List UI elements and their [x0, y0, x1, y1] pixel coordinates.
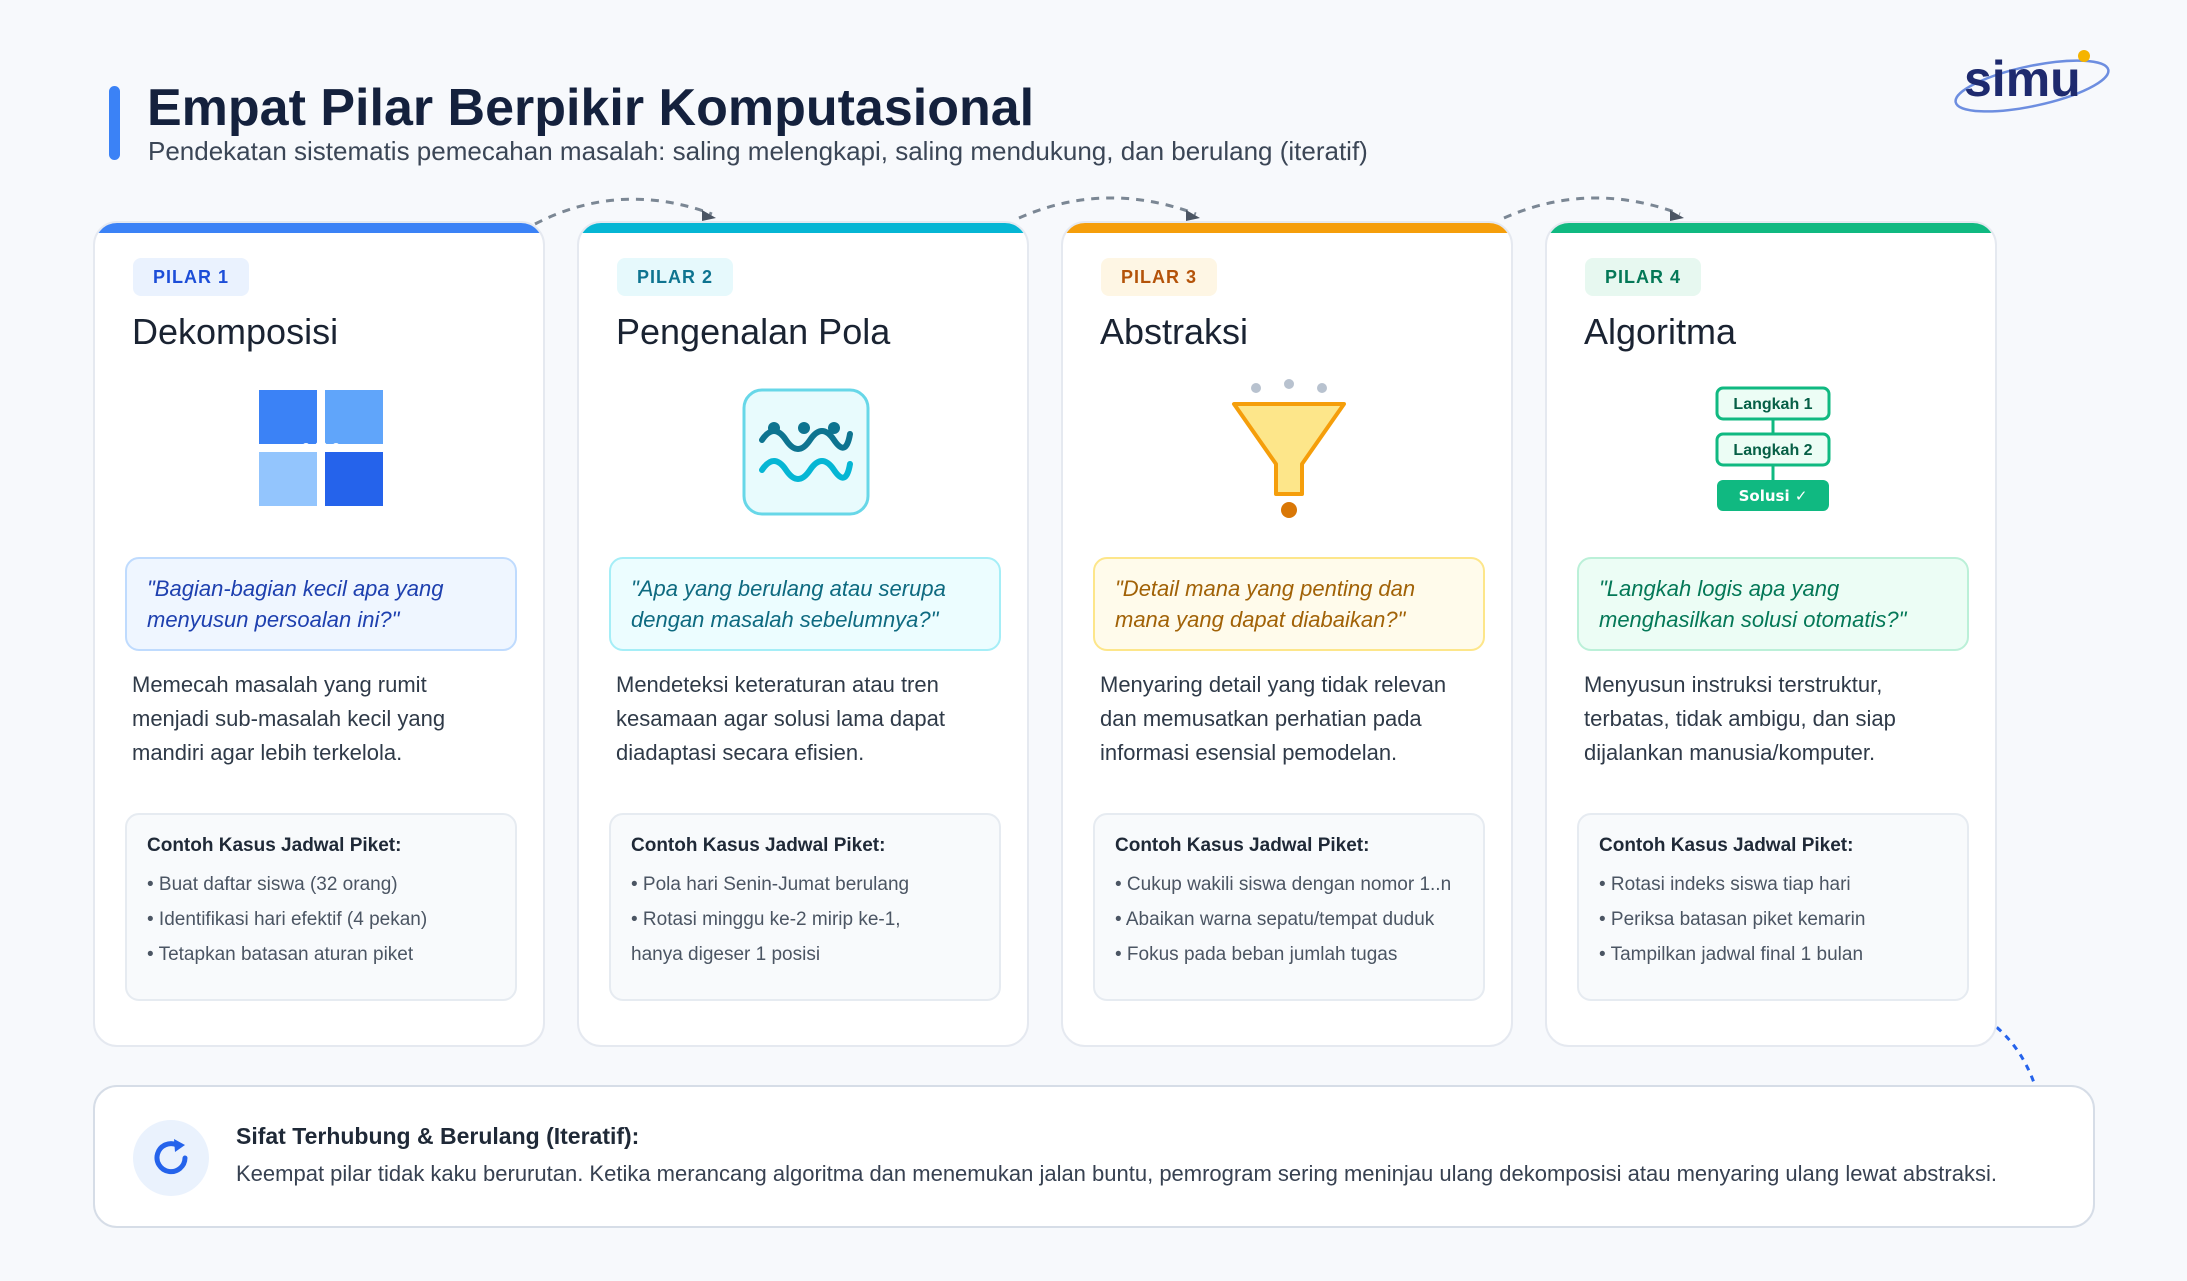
pillar-description: Menyusun instruksi terstruktur, terbatas… [1584, 672, 1896, 765]
example-item: • Pola hari Senin-Jumat berulang [631, 874, 910, 895]
example-title: Contoh Kasus Jadwal Piket: [1115, 835, 1370, 856]
example-item: • Buat daftar siswa (32 orang) [147, 874, 398, 895]
iterative-note-title: Sifat Terhubung & Berulang (Iteratif): [236, 1123, 640, 1149]
iterative-note-text: Keempat pilar tidak kaku berurutan. Keti… [236, 1161, 1997, 1186]
pillar-description: Menyaring detail yang tidak relevan dan … [1100, 672, 1447, 765]
example-item: • Identifikasi hari efektif (4 pekan) [147, 909, 428, 930]
pillar-title: Abstraksi [1100, 311, 1249, 352]
pillar-tag: PILAR 1 [133, 258, 250, 296]
example-box: Contoh Kasus Jadwal Piket: • Rotasi inde… [1577, 813, 1969, 1001]
pillar-title: Dekomposisi [132, 311, 339, 352]
pillar-question: "Apa yang berulang atau serupa dengan ma… [609, 557, 1001, 651]
pillar-tag: PILAR 3 [1101, 258, 1218, 296]
pillar-title: Pengenalan Pola [616, 311, 891, 352]
example-box: Contoh Kasus Jadwal Piket: • Pola hari S… [609, 813, 1001, 1001]
cycle-icon [133, 1120, 209, 1196]
step-label: Langkah 2 [1733, 442, 1812, 459]
pillar-card-pattern-recognition: PILAR 2 Pengenalan Pola "Apa yang berula… [577, 221, 1029, 1047]
pillar-title: Algoritma [1584, 311, 1737, 352]
example-box: Contoh Kasus Jadwal Piket: • Cukup wakil… [1093, 813, 1485, 1001]
example-item: • Tampilkan jadwal final 1 bulan [1599, 944, 1864, 965]
pillar-question: "Langkah logis apa yang menghasilkan sol… [1577, 557, 1969, 651]
card-accent-bar [1063, 223, 1511, 233]
connector-2-3 [1018, 196, 1197, 220]
step-label: Langkah 1 [1733, 396, 1812, 413]
page-subtitle: Pendekatan sistematis pemecahan masalah:… [148, 136, 1368, 166]
pillar-description: Mendeteksi keteraturan atau tren kesamaa… [616, 672, 945, 765]
example-item: • Rotasi minggu ke-2 mirip ke-1, [631, 909, 901, 930]
example-title: Contoh Kasus Jadwal Piket: [631, 835, 886, 856]
title-accent-bar [109, 86, 120, 160]
example-item: • Cukup wakili siswa dengan nomor 1..n [1115, 874, 1452, 895]
iterative-note-panel: Sifat Terhubung & Berulang (Iteratif): K… [93, 1085, 2095, 1228]
pillar-description: Memecah masalah yang rumit menjadi sub-m… [132, 672, 446, 765]
pillar-question: "Detail mana yang penting dan mana yang … [1093, 557, 1485, 651]
example-item: hanya digeser 1 posisi [631, 944, 821, 965]
funnel-icon [1214, 378, 1364, 528]
steps-flow-icon: Langkah 1 Langkah 2 Solusi ✓ [1698, 378, 1848, 528]
connector-3-4 [1503, 196, 1681, 220]
example-item: • Rotasi indeks siswa tiap hari [1599, 874, 1851, 895]
card-accent-bar [579, 223, 1027, 233]
pillar-card-abstraction: PILAR 3 Abstraksi "Detail mana yang pent… [1061, 221, 1513, 1047]
example-title: Contoh Kasus Jadwal Piket: [1599, 835, 1854, 856]
example-item: • Tetapkan batasan aturan piket [147, 944, 414, 965]
pillar-tag: PILAR 4 [1585, 258, 1702, 296]
example-title: Contoh Kasus Jadwal Piket: [147, 835, 402, 856]
pillar-tag: PILAR 2 [617, 258, 734, 296]
simu-logo: simu [1954, 50, 2110, 113]
decomposition-blocks-icon [246, 378, 396, 528]
page-title: Empat Pilar Berpikir Komputasional [147, 79, 1035, 137]
example-box: Contoh Kasus Jadwal Piket: • Buat daftar… [125, 813, 517, 1001]
card-accent-bar [95, 223, 543, 233]
wave-pattern-icon [730, 378, 880, 528]
pillar-card-algorithm: PILAR 4 Algoritma Langkah 1 Langkah 2 So… [1545, 221, 1997, 1047]
example-item: • Fokus pada beban jumlah tugas [1115, 944, 1398, 965]
pillar-card-decomposition: PILAR 1 Dekomposisi "Bagian-bagian kecil… [93, 221, 545, 1047]
example-item: • Periksa batasan piket kemarin [1599, 909, 1866, 930]
card-accent-bar [1547, 223, 1995, 233]
logo-text: simu [1964, 51, 2081, 107]
step-label: Solusi ✓ [1739, 487, 1808, 505]
pillar-question: "Bagian-bagian kecil apa yang menyusun p… [125, 557, 517, 651]
example-item: • Abaikan warna sepatu/tempat duduk [1115, 909, 1435, 930]
